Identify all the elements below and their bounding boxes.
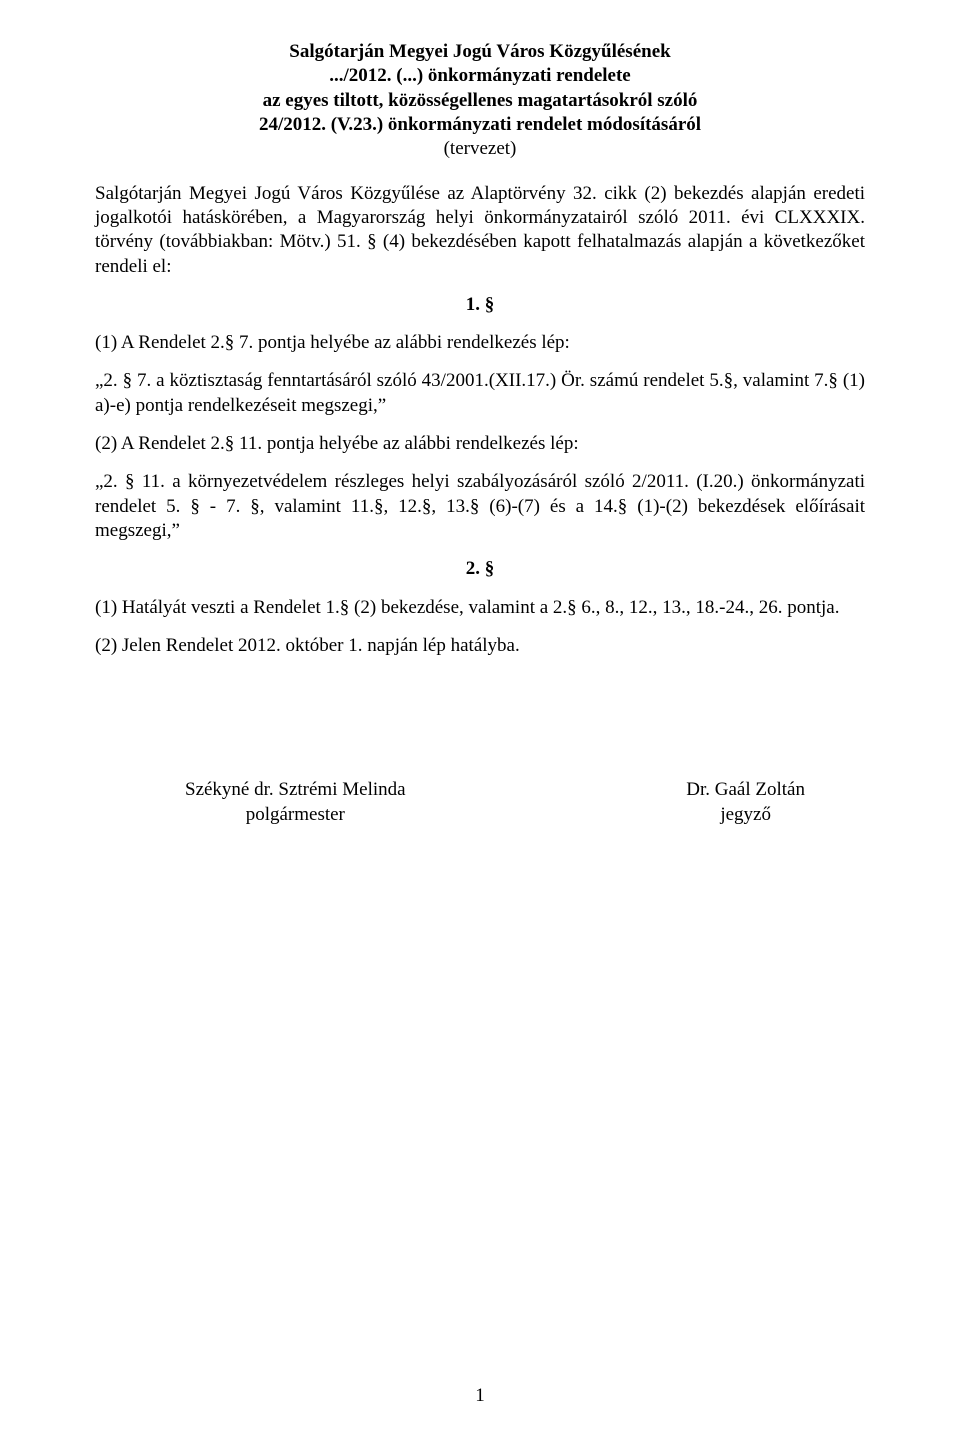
- document-title: Salgótarján Megyei Jogú Város Közgyűlésé…: [95, 40, 865, 162]
- signatory-role-left: polgármester: [185, 803, 406, 827]
- paragraph-4: „2. § 11. a környezetvédelem részleges h…: [95, 470, 865, 543]
- title-line-5: (tervezet): [95, 137, 865, 161]
- signature-right: Dr. Gaál Zoltán jegyző: [686, 778, 805, 827]
- page-number: 1: [0, 1384, 960, 1408]
- section-1-heading: 1. §: [95, 293, 865, 317]
- signature-left: Székyné dr. Sztrémi Melinda polgármester: [185, 778, 406, 827]
- signatory-name-left: Székyné dr. Sztrémi Melinda: [185, 778, 406, 802]
- intro-paragraph: Salgótarján Megyei Jogú Város Közgyűlése…: [95, 182, 865, 279]
- title-line-1: Salgótarján Megyei Jogú Város Közgyűlésé…: [95, 40, 865, 64]
- title-line-3: az egyes tiltott, közösségellenes magata…: [95, 89, 865, 113]
- paragraph-6: (2) Jelen Rendelet 2012. október 1. napj…: [95, 634, 865, 658]
- title-line-4: 24/2012. (V.23.) önkormányzati rendelet …: [95, 113, 865, 137]
- paragraph-1: (1) A Rendelet 2.§ 7. pontja helyébe az …: [95, 331, 865, 355]
- signatory-name-right: Dr. Gaál Zoltán: [686, 778, 805, 802]
- signatory-role-right: jegyző: [686, 803, 805, 827]
- paragraph-2: „2. § 7. a köztisztaság fenntartásáról s…: [95, 369, 865, 418]
- title-line-2: .../2012. (...) önkormányzati rendelete: [95, 64, 865, 88]
- document-page: Salgótarján Megyei Jogú Város Közgyűlésé…: [0, 0, 960, 1436]
- paragraph-3: (2) A Rendelet 2.§ 11. pontja helyébe az…: [95, 432, 865, 456]
- paragraph-5: (1) Hatályát veszti a Rendelet 1.§ (2) b…: [95, 596, 865, 620]
- section-2-heading: 2. §: [95, 557, 865, 581]
- signature-row: Székyné dr. Sztrémi Melinda polgármester…: [95, 778, 865, 827]
